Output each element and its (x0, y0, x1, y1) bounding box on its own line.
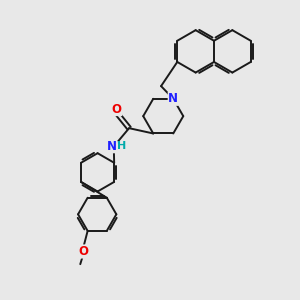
Text: O: O (112, 103, 122, 116)
Text: O: O (78, 245, 88, 258)
Text: H: H (117, 141, 127, 152)
Text: N: N (168, 92, 178, 105)
Text: N: N (107, 140, 117, 153)
